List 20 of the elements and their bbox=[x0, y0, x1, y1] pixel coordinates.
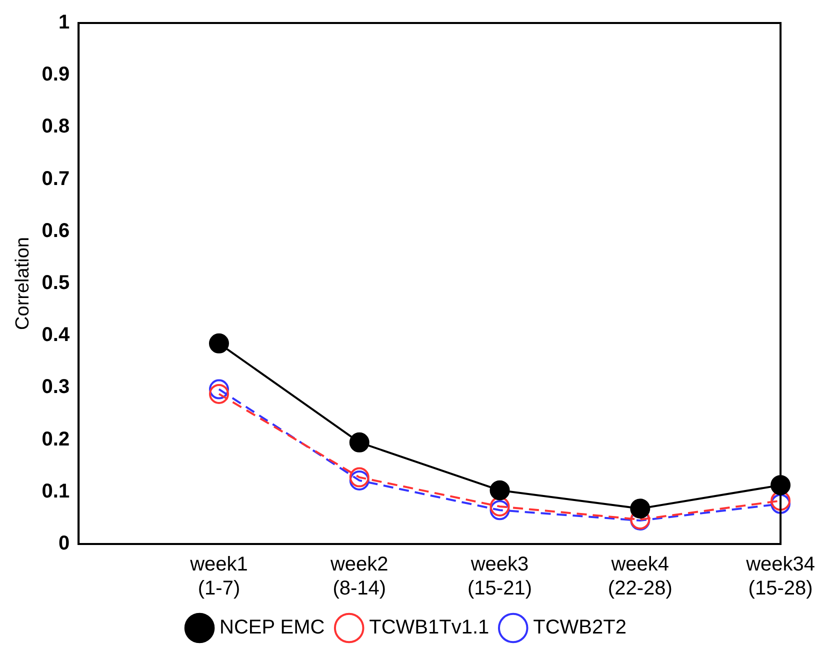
x-tick-label: week3 (15-21) bbox=[468, 554, 532, 600]
y-tick-label: 0 bbox=[58, 532, 70, 555]
x-tick-label: week1 (1-7) bbox=[189, 554, 248, 600]
y-tick-label: 0.1 bbox=[42, 480, 70, 502]
y-tick-label: 0.8 bbox=[42, 116, 70, 138]
y-tick-label: 0.9 bbox=[42, 64, 70, 86]
legend-label: TCWB1Tv1.1 bbox=[369, 616, 490, 639]
y-tick-label: 0.5 bbox=[42, 272, 70, 294]
x-tick-label: week4 (22-28) bbox=[608, 554, 672, 600]
y-tick-label: 0.7 bbox=[42, 168, 70, 190]
x-tick-label: week2 (8-14) bbox=[329, 554, 388, 600]
y-tick-label: 1 bbox=[58, 12, 70, 34]
x-tick-label: week34 (15-28) bbox=[745, 554, 815, 600]
y-tick-label: 0.2 bbox=[42, 428, 70, 450]
y-axis-title: Correlation bbox=[12, 237, 34, 330]
y-tick-label: 0.6 bbox=[42, 220, 70, 242]
legend-label: NCEP EMC bbox=[220, 616, 325, 639]
y-tick-label: 0.3 bbox=[42, 376, 70, 398]
y-tick-label: 0.4 bbox=[42, 324, 70, 346]
legend-label: TCWB2T2 bbox=[533, 616, 626, 639]
